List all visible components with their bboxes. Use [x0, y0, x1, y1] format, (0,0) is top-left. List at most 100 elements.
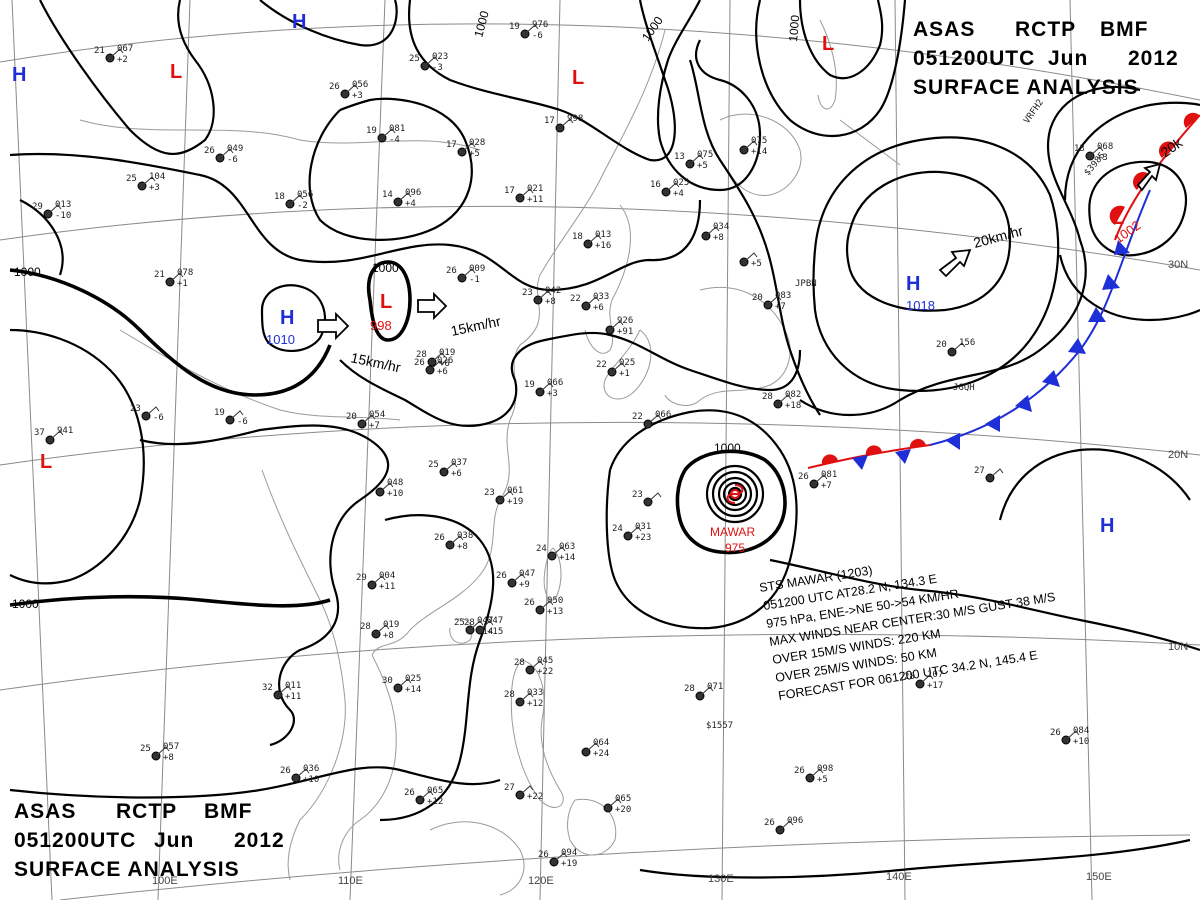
station-tendency: +10 — [1073, 737, 1089, 747]
station-plot: +5 — [739, 252, 762, 269]
station-plot: 048+10 — [375, 478, 403, 499]
isobar-indochina-wave — [139, 424, 390, 747]
low-1002: L — [1112, 207, 1124, 229]
station-temperature: 29 — [32, 202, 43, 212]
wind-barb — [155, 746, 170, 757]
station-plot: 27 — [974, 466, 1004, 483]
station-pressure: 031 — [635, 522, 651, 532]
station-plot: 29 004+11 — [356, 571, 395, 592]
isobar-label: 1000 — [372, 261, 399, 275]
station-plot: 17 021+11 — [504, 184, 543, 205]
meridian-90e — [11, 0, 53, 900]
station-tendency: -3 — [432, 63, 443, 73]
isobar-label: 1000 — [714, 441, 741, 455]
station-tendency: +20 — [615, 805, 631, 815]
wind-barb — [431, 352, 446, 363]
wind-barb — [647, 492, 662, 503]
wind-barb — [219, 148, 234, 159]
wind-barb — [375, 624, 390, 635]
station-pressure: 021 — [527, 184, 543, 194]
station-plot: 14 096+4 — [382, 188, 421, 209]
station-plot: 28 071 — [684, 682, 723, 701]
lon-label: 100E — [152, 875, 178, 887]
station-plot: 065+20 — [603, 794, 631, 815]
station-tendency: +3 — [352, 91, 363, 101]
wind-barb — [989, 468, 1004, 479]
move-speed-h1018: 20km/hr — [972, 222, 1025, 251]
wind-barb — [429, 360, 444, 371]
station-pressure: 064 — [593, 738, 609, 748]
station-pressure: 028 — [469, 138, 485, 148]
wind-barb — [539, 600, 554, 611]
station-temperature: 17 — [446, 140, 457, 150]
isobar-1000-l998 — [367, 260, 412, 342]
station-plot: 28 047+15 — [464, 616, 503, 637]
station-temperature: 28 — [514, 658, 525, 668]
station-temperature: 26 — [280, 766, 291, 776]
himalaya-ridge — [119, 329, 401, 421]
japan-kyushu — [603, 329, 652, 400]
wind-barb — [511, 573, 526, 584]
station-plot: 25 057+8 — [140, 742, 179, 763]
station-temperature: 17 — [544, 116, 555, 126]
low-center: L — [40, 451, 52, 473]
station-pressure: 013 — [55, 200, 71, 210]
station-pressure: 004 — [379, 571, 395, 581]
station-plot: 26 084+10 — [1050, 726, 1089, 747]
vietnam-coast — [338, 654, 397, 871]
station-pressure: 075 — [751, 136, 767, 146]
typhoon-info-block: STS MAWAR (1203) 051200 UTC AT28.2 N, 13… — [758, 563, 1056, 703]
station-tendency: -4 — [389, 135, 400, 145]
station-plot: 26 049-6 — [204, 144, 243, 165]
station-temperature: 28 — [684, 684, 695, 694]
station-pressure: 025 — [619, 358, 635, 368]
footer-title: SURFACE ANALYSIS — [14, 858, 240, 881]
station-plot: 20 156 — [936, 338, 975, 357]
wind-barb — [559, 118, 574, 129]
station-pressure: 094 — [561, 848, 577, 858]
station-pressure: 941 — [57, 426, 73, 436]
station-plot: 23 — [632, 490, 662, 507]
station-tendency: +5 — [751, 259, 762, 269]
low-center: L — [822, 33, 834, 55]
isobar-1000-sw — [9, 594, 331, 608]
station-temperature: 28 — [360, 622, 371, 632]
station-pressure: 048 — [387, 478, 403, 488]
station-tendency: +91 — [617, 327, 633, 337]
station-pressure: 084 — [1073, 726, 1089, 736]
station-tendency: +5 — [697, 161, 708, 171]
station-temperature: 25 — [126, 174, 137, 184]
station-pressure: 019 — [439, 348, 455, 358]
station-tendency: +12 — [427, 797, 443, 807]
station-pressure: 047 — [477, 616, 493, 626]
isobar-label: 1000 — [471, 9, 492, 39]
station-tendency: +17 — [927, 681, 943, 691]
station-temperature: 22 — [570, 294, 581, 304]
station-plot: 29 013-10 — [32, 200, 71, 221]
footer-year: 2012 — [234, 829, 285, 852]
wind-barb — [585, 742, 600, 753]
station-plot: 26 056+3 — [329, 80, 368, 101]
mawar-ring-4 — [711, 470, 759, 518]
kurils — [839, 119, 901, 166]
wind-barb — [519, 188, 534, 199]
station-temperature: 24 — [612, 524, 623, 534]
wind-barb — [607, 798, 622, 809]
wind-barb — [424, 56, 439, 67]
station-plot: 17 028+5 — [446, 138, 485, 159]
station-plot: 28 082+18 — [762, 390, 801, 411]
front-warm-semicircles — [821, 112, 1200, 464]
header-office: ASAS — [913, 18, 975, 41]
station-tendency: +11 — [527, 195, 543, 205]
station-pressure: 026 — [437, 356, 453, 366]
station-plot: 13 068+3 — [1074, 142, 1113, 163]
station-tendency: +15 — [487, 627, 503, 637]
wind-barb — [519, 785, 534, 796]
station-plot: 22 025+1 — [596, 358, 635, 379]
station-code: JGQH — [953, 383, 975, 393]
station-pressure: 065 — [615, 794, 631, 804]
station-temperature: 26 — [414, 358, 425, 368]
station-tendency: +3 — [149, 183, 160, 193]
